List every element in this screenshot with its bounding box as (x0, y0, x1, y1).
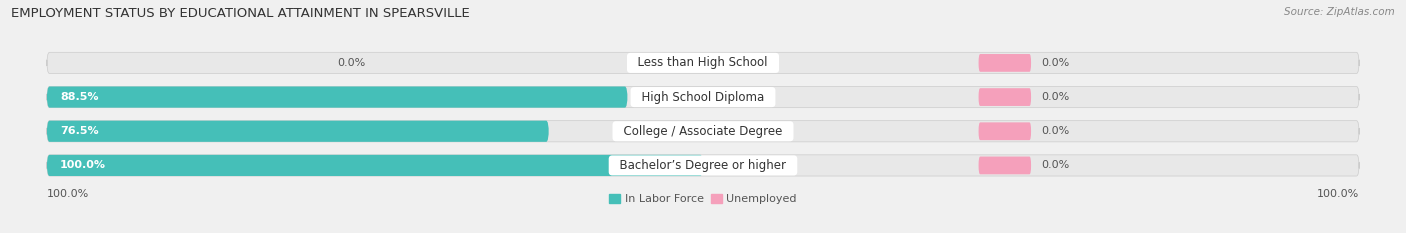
Text: 76.5%: 76.5% (60, 126, 98, 136)
FancyBboxPatch shape (46, 155, 703, 176)
Text: 88.5%: 88.5% (60, 92, 98, 102)
FancyBboxPatch shape (46, 155, 1360, 176)
Text: Bachelor’s Degree or higher: Bachelor’s Degree or higher (612, 159, 794, 172)
FancyBboxPatch shape (46, 121, 548, 142)
FancyBboxPatch shape (979, 122, 1031, 140)
Legend: In Labor Force, Unemployed: In Labor Force, Unemployed (605, 190, 801, 209)
Text: 100.0%: 100.0% (46, 189, 89, 199)
Text: EMPLOYMENT STATUS BY EDUCATIONAL ATTAINMENT IN SPEARSVILLE: EMPLOYMENT STATUS BY EDUCATIONAL ATTAINM… (11, 7, 470, 20)
Text: Source: ZipAtlas.com: Source: ZipAtlas.com (1284, 7, 1395, 17)
Text: College / Associate Degree: College / Associate Degree (616, 125, 790, 138)
Text: 0.0%: 0.0% (1040, 126, 1069, 136)
Text: 0.0%: 0.0% (1040, 58, 1069, 68)
Text: 0.0%: 0.0% (1040, 161, 1069, 170)
FancyBboxPatch shape (979, 88, 1031, 106)
FancyBboxPatch shape (46, 86, 1360, 108)
FancyBboxPatch shape (46, 52, 1360, 73)
Text: 0.0%: 0.0% (337, 58, 366, 68)
Text: 100.0%: 100.0% (60, 161, 105, 170)
FancyBboxPatch shape (46, 121, 1360, 142)
FancyBboxPatch shape (979, 157, 1031, 174)
Text: Less than High School: Less than High School (630, 56, 776, 69)
Text: High School Diploma: High School Diploma (634, 91, 772, 104)
Text: 100.0%: 100.0% (1317, 189, 1360, 199)
FancyBboxPatch shape (46, 86, 627, 108)
Text: 0.0%: 0.0% (1040, 92, 1069, 102)
FancyBboxPatch shape (979, 54, 1031, 72)
